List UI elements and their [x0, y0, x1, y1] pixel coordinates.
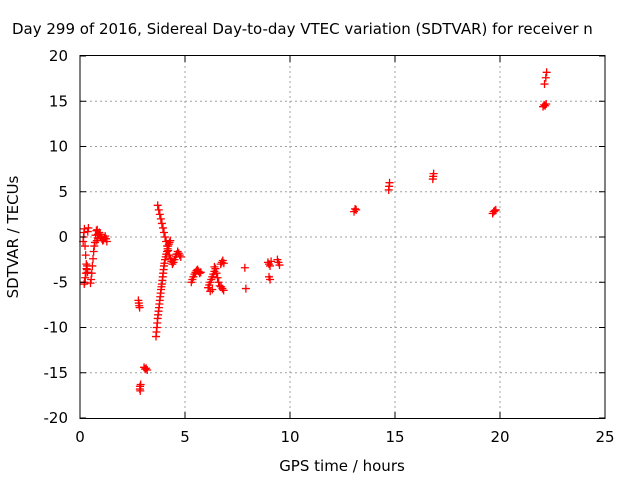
data-point: [241, 284, 250, 293]
data-point: [142, 364, 151, 373]
data-point: [210, 262, 219, 271]
data-point: [213, 273, 222, 282]
data-point: [95, 228, 104, 237]
y-tick-label: -5: [53, 273, 68, 291]
data-point: [102, 237, 111, 246]
data-point: [157, 219, 166, 228]
data-point: [89, 254, 98, 263]
data-point: [168, 260, 177, 269]
data-point: [540, 100, 549, 109]
data-point: [489, 207, 498, 216]
data-point: [88, 261, 97, 270]
data-point: [81, 251, 90, 260]
data-point: [491, 205, 500, 214]
data-point: [266, 275, 275, 284]
data-point: [195, 269, 204, 278]
data-point: [84, 223, 93, 232]
data-point: [160, 228, 168, 237]
y-tick-label: 5: [58, 183, 68, 201]
data-point: [541, 73, 550, 82]
data-point: [352, 205, 361, 214]
data-point: [214, 278, 223, 287]
x-tick-label: 15: [385, 428, 404, 446]
y-axis-title: SDTVAR / TECUs: [4, 175, 22, 298]
data-point: [211, 264, 220, 273]
grid: [80, 56, 605, 418]
data-point: [275, 261, 284, 270]
axis-ticks: [79, 55, 606, 419]
data-point: [217, 258, 226, 267]
data-point: [266, 261, 275, 270]
data-point: [542, 68, 551, 77]
data-points: [79, 68, 551, 395]
data-point: [176, 252, 185, 261]
data-point: [542, 99, 551, 108]
data-point: [163, 242, 172, 251]
data-point: [206, 287, 215, 296]
data-point: [135, 303, 144, 312]
y-tick-label: -20: [44, 409, 69, 427]
tick-labels: 0 5 10 15 20 25 -20 -15 -10 -5 0 5 10 15 20: [44, 47, 615, 446]
data-point: [540, 80, 549, 89]
data-point: [490, 206, 499, 215]
y-tick-label: -10: [44, 319, 69, 337]
y-tick-label: 20: [49, 47, 68, 65]
data-point: [164, 246, 173, 255]
data-point: [351, 204, 360, 213]
x-tick-label: 5: [180, 428, 190, 446]
chart-title: Day 299 of 2016, Sidereal Day-to-day VTE…: [12, 20, 593, 38]
y-tick-label: -15: [44, 364, 69, 382]
x-tick-label: 10: [280, 428, 299, 446]
y-tick-label: 15: [49, 92, 68, 110]
data-point: [541, 101, 550, 110]
data-point: [155, 210, 164, 219]
x-axis-title: GPS time / hours: [279, 457, 405, 475]
data-point: [218, 284, 227, 293]
data-point: [143, 366, 152, 375]
data-point: [219, 259, 228, 268]
x-tick-label: 25: [595, 428, 614, 446]
data-point: [385, 178, 394, 187]
data-point: [158, 223, 167, 232]
data-point: [136, 380, 145, 389]
x-tick-label: 0: [75, 428, 85, 446]
data-point: [175, 251, 184, 260]
data-point: [81, 242, 90, 251]
data-point: [156, 214, 165, 223]
data-point: [154, 205, 163, 214]
data-point: [141, 365, 150, 374]
data-point: [161, 233, 170, 241]
y-tick-label: 0: [58, 228, 68, 246]
data-point: [267, 257, 276, 266]
data-point: [162, 237, 171, 246]
data-point: [87, 269, 96, 278]
data-point: [166, 236, 175, 245]
x-tick-label: 20: [490, 428, 509, 446]
data-point: [429, 169, 438, 178]
data-point: [240, 263, 249, 272]
data-point: [196, 268, 205, 277]
data-point: [208, 285, 217, 294]
data-point: [212, 269, 221, 278]
data-point: [153, 201, 162, 210]
data-point: [90, 238, 99, 247]
data-point: [219, 286, 228, 295]
y-tick-label: 10: [49, 138, 68, 156]
data-point: [165, 251, 174, 260]
